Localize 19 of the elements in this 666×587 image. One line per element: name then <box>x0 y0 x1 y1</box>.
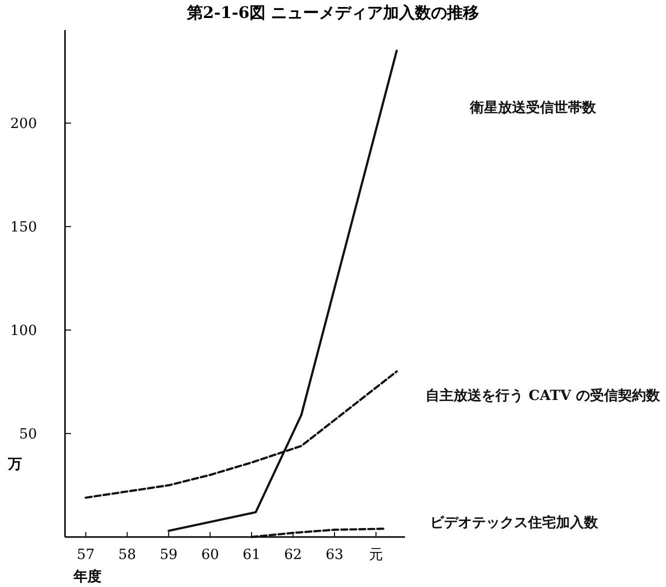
y-tick-label: 200 <box>10 116 37 132</box>
x-tick-label: 63 <box>326 547 344 563</box>
x-tick-label: 61 <box>242 547 260 563</box>
y-tick-label: 50 <box>19 426 37 443</box>
text: 衛星放送受信世帯数 <box>469 100 597 116</box>
x-axis-title: 年度 <box>72 568 102 585</box>
x-tick-label: 元 <box>368 547 383 563</box>
line-series <box>250 528 386 538</box>
x-tick-label: 60 <box>201 547 220 563</box>
x-tick-label: 59 <box>160 547 178 563</box>
text: ビデオテックス住宅加入数 <box>430 514 599 531</box>
chart-title: 第2-1-6図 ニューメディア加入数の推移 <box>186 3 480 22</box>
x-tick-label: 62 <box>284 547 302 563</box>
x-tick-label: 58 <box>118 547 136 563</box>
y-tick-label: 150 <box>10 220 37 236</box>
y-tick-label: 100 <box>10 323 37 340</box>
y-axis-title: 万 <box>7 456 22 473</box>
text: 自主放送を行う CATV の受信契約数 <box>426 387 661 404</box>
x-tick-label: 57 <box>76 547 95 563</box>
